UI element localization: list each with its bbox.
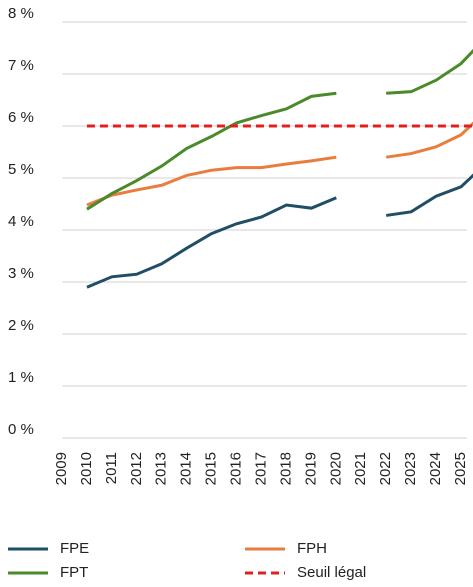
x-tick-label: 2019 (302, 452, 319, 485)
legend-label: Seuil légal (297, 564, 366, 581)
x-tick-label: 2015 (203, 452, 220, 485)
line-series (86, 48, 473, 211)
x-tick-label: 2018 (277, 452, 294, 485)
x-tick-label: 2024 (427, 452, 444, 485)
legend-label: FPE (60, 540, 89, 557)
x-tick-label: 2021 (352, 452, 369, 485)
x-tick-label: 2016 (228, 452, 245, 485)
y-tick-label: 2 % (8, 317, 34, 334)
y-tick-label: 0 % (8, 421, 34, 438)
x-tick-label: 2023 (402, 452, 419, 485)
x-tick-label: 2013 (153, 452, 170, 485)
x-tick-label: 2010 (78, 452, 95, 485)
x-tick-label: 2011 (103, 452, 120, 484)
y-tick-label: 8 % (8, 5, 34, 22)
x-tick-label: 2017 (252, 452, 269, 485)
x-tick-label: 2025 (452, 452, 469, 485)
x-tick-label: 2012 (128, 452, 145, 485)
y-tick-label: 7 % (8, 57, 34, 74)
y-tick-label: 5 % (8, 161, 34, 178)
legend-label: FPT (60, 564, 88, 581)
y-tick-label: 4 % (8, 213, 34, 230)
line-series (86, 173, 473, 289)
x-tick-label: 2022 (377, 452, 394, 485)
legend-label: FPH (297, 540, 327, 557)
y-tick-label: 6 % (8, 109, 34, 126)
y-tick-label: 1 % (8, 369, 34, 386)
y-tick-label: 3 % (8, 265, 34, 282)
x-tick-label: 2020 (327, 452, 344, 485)
x-tick-label: 2014 (178, 452, 195, 485)
x-tick-label: 2009 (53, 452, 70, 485)
